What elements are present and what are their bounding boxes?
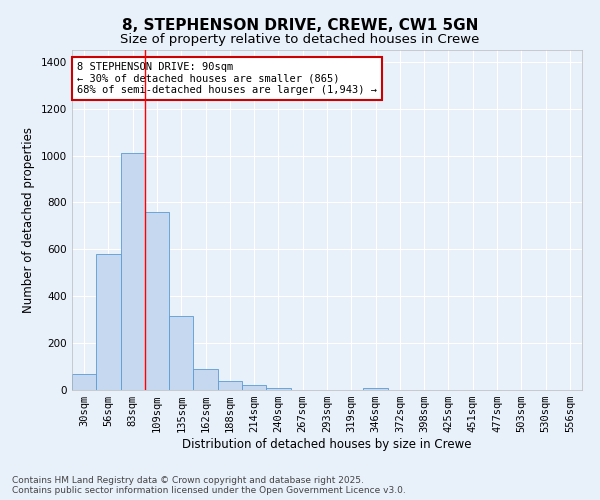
- Bar: [121, 153, 145, 390]
- Y-axis label: Number of detached properties: Number of detached properties: [22, 127, 35, 313]
- Bar: [72, 374, 96, 390]
- Text: Contains HM Land Registry data © Crown copyright and database right 2025.
Contai: Contains HM Land Registry data © Crown c…: [12, 476, 406, 495]
- Text: Size of property relative to detached houses in Crewe: Size of property relative to detached ho…: [121, 32, 479, 46]
- Bar: [218, 380, 242, 390]
- Text: 8, STEPHENSON DRIVE, CREWE, CW1 5GN: 8, STEPHENSON DRIVE, CREWE, CW1 5GN: [122, 18, 478, 32]
- Bar: [242, 386, 266, 390]
- Bar: [96, 254, 121, 390]
- X-axis label: Distribution of detached houses by size in Crewe: Distribution of detached houses by size …: [182, 438, 472, 451]
- Bar: [364, 388, 388, 390]
- Bar: [145, 212, 169, 390]
- Bar: [193, 369, 218, 390]
- Text: 8 STEPHENSON DRIVE: 90sqm
← 30% of detached houses are smaller (865)
68% of semi: 8 STEPHENSON DRIVE: 90sqm ← 30% of detac…: [77, 62, 377, 95]
- Bar: [266, 388, 290, 390]
- Bar: [169, 316, 193, 390]
